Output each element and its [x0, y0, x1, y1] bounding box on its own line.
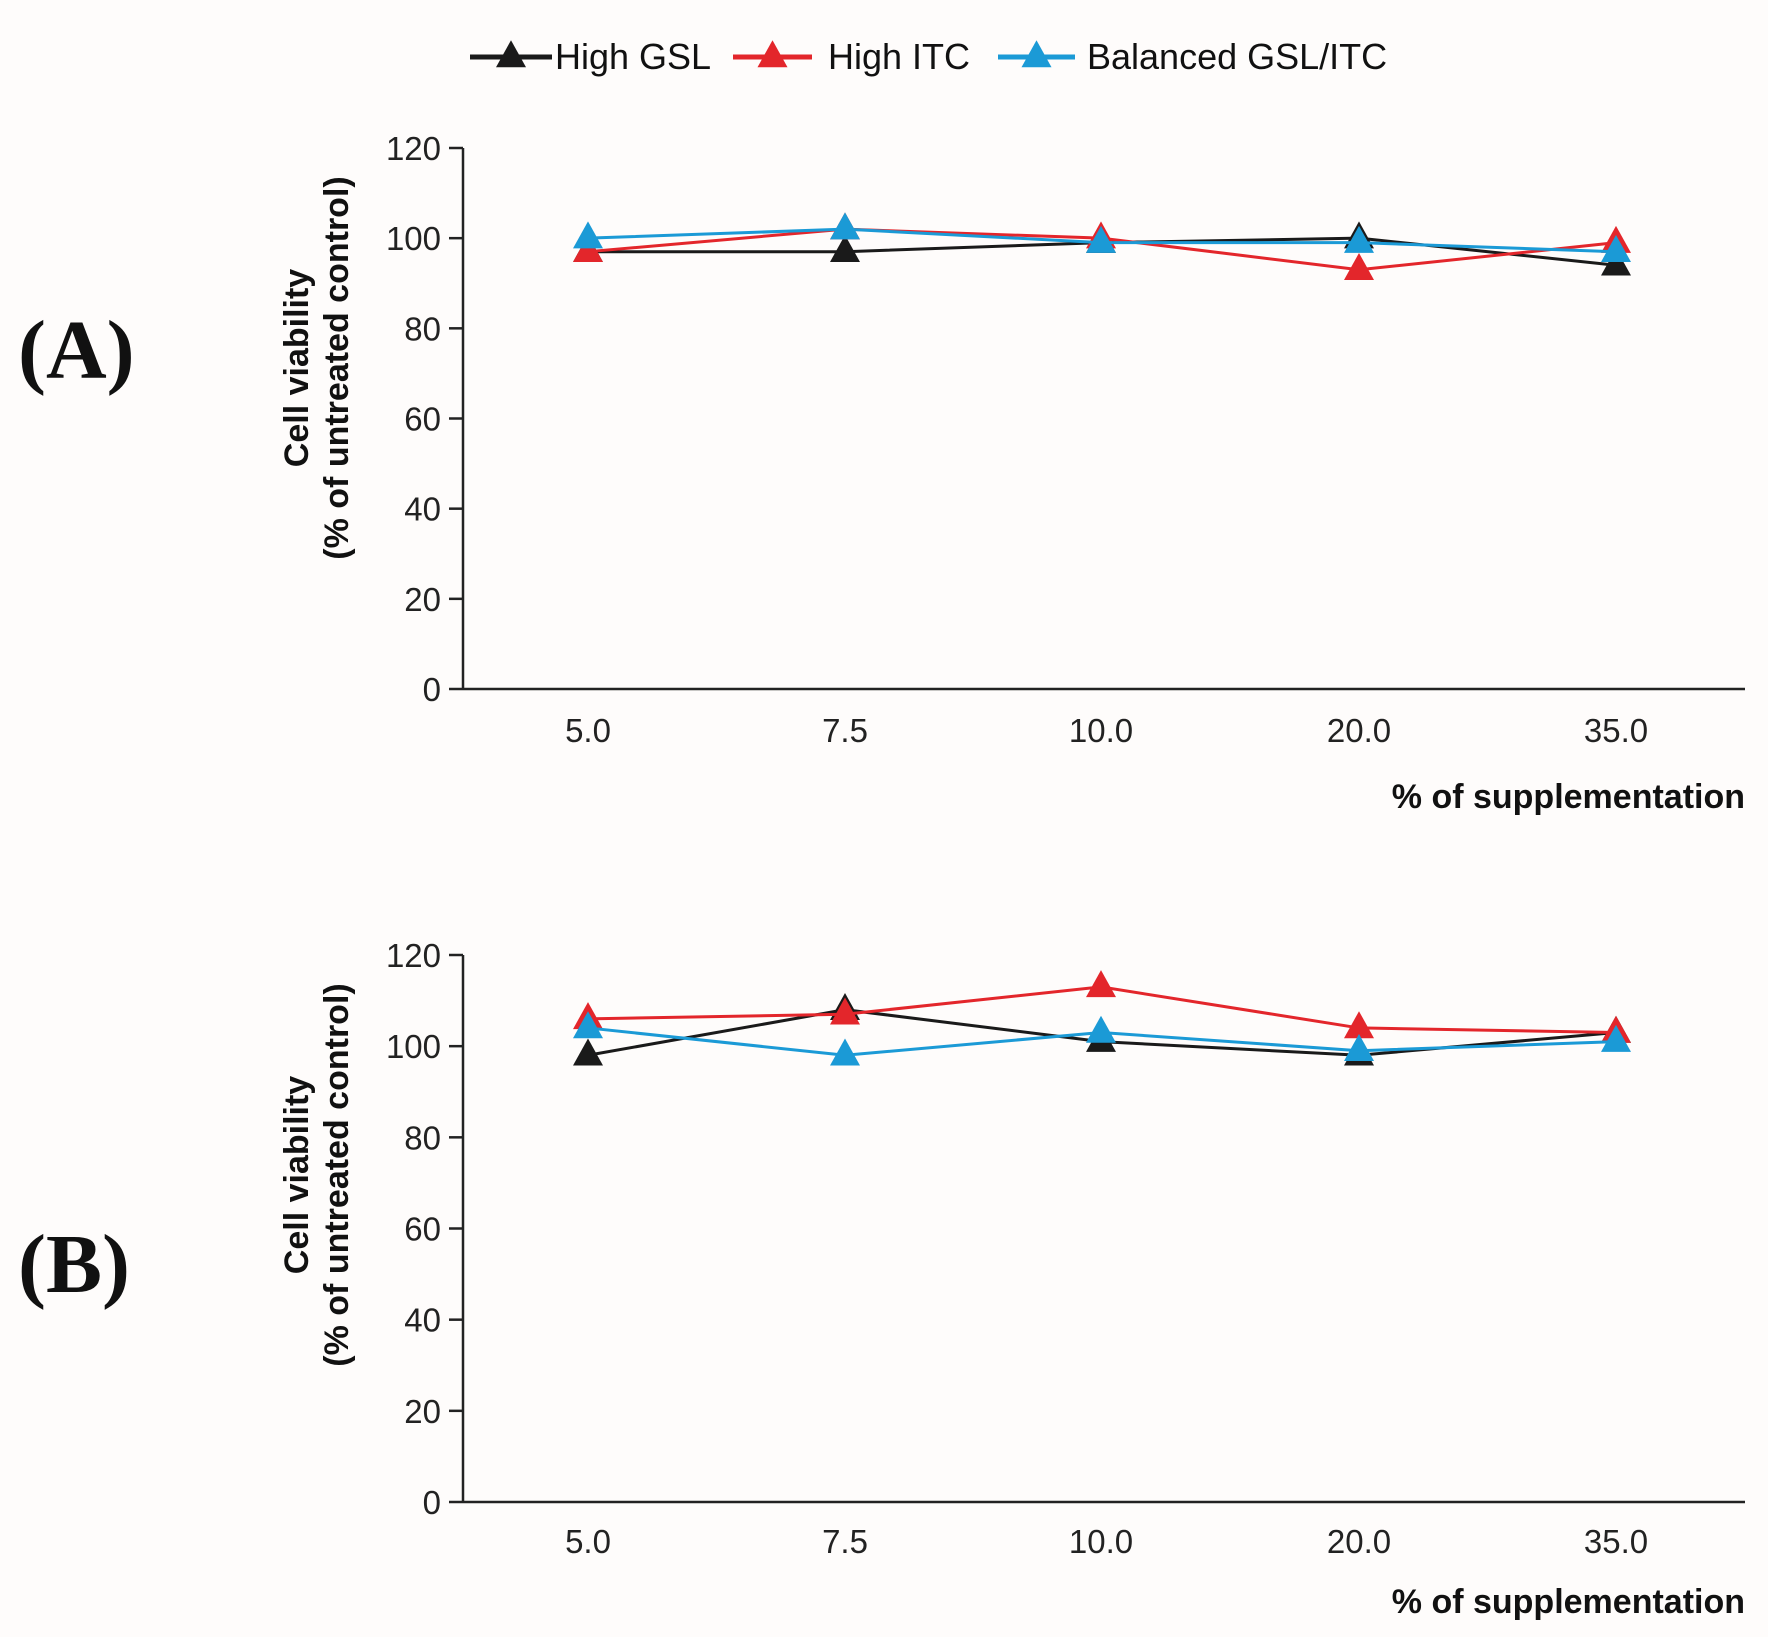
y-tick-label: 60: [404, 401, 441, 438]
legend-label: Balanced GSL/ITC: [1087, 36, 1387, 77]
y-tick-label: 120: [386, 130, 441, 167]
data-point: [830, 234, 860, 262]
y-axis-title-line1: Cell viability: [278, 1076, 316, 1274]
data-point: [573, 234, 603, 262]
data-point: [1601, 234, 1631, 262]
data-point: [573, 1011, 603, 1039]
panel-b: (B) 0 20 40 60 80 100 120 5.0 7.5 10.0 20.0 35.0 % of…: [18, 937, 1745, 1621]
data-point: [830, 997, 860, 1025]
data-point: [573, 221, 603, 249]
data-point: [1344, 225, 1374, 253]
panel-label: (B): [18, 1218, 130, 1311]
data-point: [1601, 1024, 1631, 1052]
x-tick-label: 35.0: [1584, 712, 1648, 749]
legend-label: High GSL: [555, 36, 711, 77]
x-tick-label: 5.0: [565, 1523, 611, 1560]
y-tick-label: 20: [404, 1393, 441, 1430]
data-point: [1086, 970, 1116, 998]
series-high-itc: [573, 970, 1631, 1043]
legend-label: High ITC: [828, 36, 970, 77]
panel-label: (A): [18, 304, 135, 397]
legend-marker: [496, 40, 526, 68]
data-point: [1344, 1033, 1374, 1061]
x-tick-label: 20.0: [1327, 1523, 1391, 1560]
x-tick-label: 10.0: [1069, 1523, 1133, 1560]
legend-item: Balanced GSL/ITC: [998, 36, 1387, 77]
legend-item: High GSL: [470, 36, 711, 77]
data-point: [1086, 1015, 1116, 1043]
legend-item: High ITC: [733, 36, 970, 77]
data-point: [1344, 252, 1374, 280]
data-point: [830, 1038, 860, 1066]
y-tick-label: 40: [404, 1302, 441, 1339]
data-point: [573, 1038, 603, 1066]
panel-a: (A) 0 20 40 60 80 100 120 5.0 7.5 10.0 20.0 35.0 % of…: [18, 130, 1745, 816]
y-tick-label: 20: [404, 581, 441, 618]
series-balanced-gsl-itc: [573, 1011, 1631, 1066]
y-axis-title-line2: (% of untreated control): [318, 176, 356, 559]
data-point: [1086, 225, 1116, 253]
series-balanced-gsl-itc: [573, 212, 1631, 262]
y-tick-label: 0: [423, 1484, 441, 1521]
data-point: [830, 212, 860, 240]
data-point: [1344, 1011, 1374, 1039]
x-tick-label: 10.0: [1069, 712, 1133, 749]
x-tick-label: 20.0: [1327, 712, 1391, 749]
x-axis-title: % of supplementation: [1392, 1583, 1745, 1621]
y-tick-label: 120: [386, 937, 441, 974]
x-tick-label: 35.0: [1584, 1523, 1648, 1560]
data-point: [1601, 248, 1631, 276]
y-tick-label: 80: [404, 310, 441, 347]
y-tick-label: 40: [404, 491, 441, 528]
x-tick-label: 7.5: [822, 712, 868, 749]
x-axis-title: % of supplementation: [1392, 778, 1745, 816]
y-tick-label: 100: [386, 220, 441, 257]
y-axis-title-line2: (% of untreated control): [318, 983, 356, 1366]
y-tick-label: 0: [423, 671, 441, 708]
legend-marker: [1021, 40, 1052, 68]
y-tick-label: 80: [404, 1119, 441, 1156]
y-tick-label: 60: [404, 1211, 441, 1248]
y-axis-title-line1: Cell viability: [278, 269, 316, 467]
legend-marker: [757, 40, 788, 68]
x-tick-label: 5.0: [565, 712, 611, 749]
y-tick-label: 100: [386, 1028, 441, 1065]
x-tick-label: 7.5: [822, 1523, 868, 1560]
legend: High GSL High ITC Balanced GSL/ITC: [470, 36, 1387, 77]
